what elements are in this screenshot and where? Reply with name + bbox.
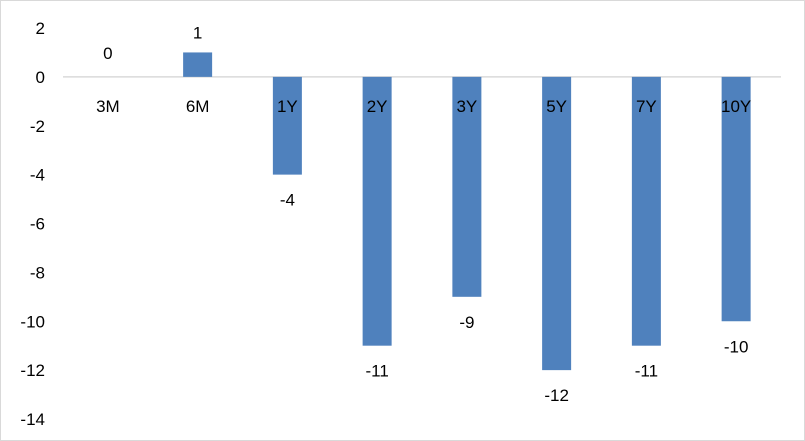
data-label: 0: [103, 44, 112, 63]
data-label: -12: [544, 386, 569, 405]
data-label: -4: [280, 191, 295, 210]
y-axis-ticks: 2 0 -2 -4 -6 -8 -10 -12 -14: [20, 19, 45, 429]
bar-10y: [721, 76, 751, 322]
category-label: 1Y: [277, 97, 298, 116]
y-tick-label: -10: [20, 312, 45, 331]
bar-3y: [452, 76, 482, 297]
category-label: 10Y: [721, 97, 751, 116]
data-label: 1: [193, 23, 202, 42]
y-tick-label: -12: [20, 361, 45, 380]
category-labels: 3M 6M 1Y 2Y 3Y 5Y 7Y 10Y: [96, 97, 751, 116]
category-label: 6M: [186, 97, 210, 116]
y-tick-label: -6: [30, 215, 45, 234]
y-tick-label: -2: [30, 117, 45, 136]
bar-5y: [542, 76, 572, 371]
data-label: -10: [724, 337, 749, 356]
data-label: -9: [459, 313, 474, 332]
category-label: 5Y: [546, 97, 567, 116]
y-tick-label: -4: [30, 166, 45, 185]
bars: [183, 52, 751, 371]
data-label: -11: [365, 362, 388, 381]
bar-1y: [272, 76, 302, 175]
category-label: 2Y: [367, 97, 388, 116]
category-label: 7Y: [636, 97, 657, 116]
category-label: 3M: [96, 97, 120, 116]
bar-7y: [631, 76, 661, 346]
y-tick-label: 0: [36, 68, 45, 87]
y-tick-label: -8: [30, 263, 45, 282]
bar-6m: [183, 52, 213, 77]
y-tick-label: 2: [36, 19, 45, 38]
bar-2y: [362, 76, 392, 346]
data-labels: 0 1 -4 -11 -9 -12 -11 -10: [103, 23, 748, 405]
category-label: 3Y: [456, 97, 477, 116]
data-label: -11: [635, 362, 658, 381]
y-tick-label: -14: [20, 410, 45, 429]
